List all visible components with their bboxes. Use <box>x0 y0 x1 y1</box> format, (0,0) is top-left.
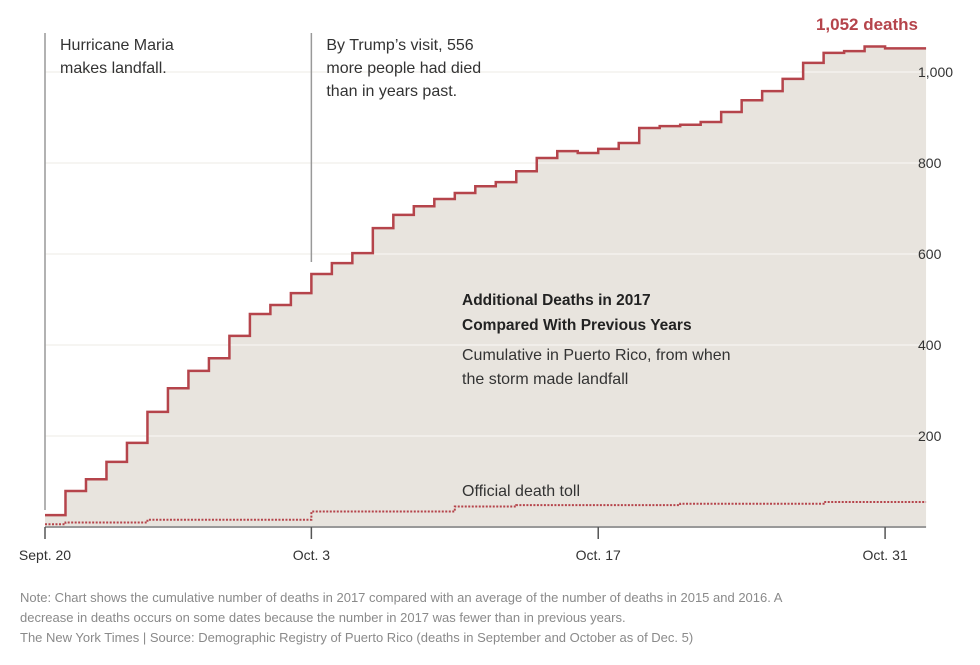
annotation-text: than in years past. <box>326 83 457 100</box>
annotation-text: makes landfall. <box>60 60 167 77</box>
chart-title-line-1: Additional Deaths in 2017 <box>462 292 651 309</box>
x-tick-label: Oct. 31 <box>863 547 908 563</box>
chart-title-line-2: Compared With Previous Years <box>462 317 692 334</box>
series-additional-deaths <box>45 45 927 517</box>
y-tick-label: 600 <box>918 246 942 262</box>
chart-note-line-2: decrease in deaths occurs on some dates … <box>20 610 626 625</box>
x-tick-label: Oct. 17 <box>576 547 621 563</box>
end-value-label: 1,052 deaths <box>816 15 918 34</box>
chart-subtitle: the storm made landfall <box>462 371 628 388</box>
y-tick-label: 200 <box>918 428 942 444</box>
annotation-text: more people had died <box>326 60 481 77</box>
official-toll-label: Official death toll <box>462 483 580 500</box>
annotation-text: Hurricane Maria <box>60 37 174 54</box>
y-tick-label: 800 <box>918 155 942 171</box>
series-official-death-toll <box>45 500 927 526</box>
annotation-text: By Trump’s visit, 556 <box>326 37 473 54</box>
chart-source: The New York Times | Source: Demographic… <box>20 630 694 645</box>
chart-subtitle: Cumulative in Puerto Rico, from when <box>462 347 731 364</box>
y-tick-label: 1,000 <box>918 64 953 80</box>
x-tick-label: Sept. 20 <box>19 547 71 563</box>
area-fill <box>45 46 927 528</box>
y-tick-label: 400 <box>918 337 942 353</box>
x-tick-label: Oct. 3 <box>293 547 331 563</box>
chart-note-line-1: Note: Chart shows the cumulative number … <box>20 590 783 605</box>
chart: 200 400 600 800 1,000 Sept. 20 Oct. 3 Oct. 17 Oc… <box>19 15 953 563</box>
